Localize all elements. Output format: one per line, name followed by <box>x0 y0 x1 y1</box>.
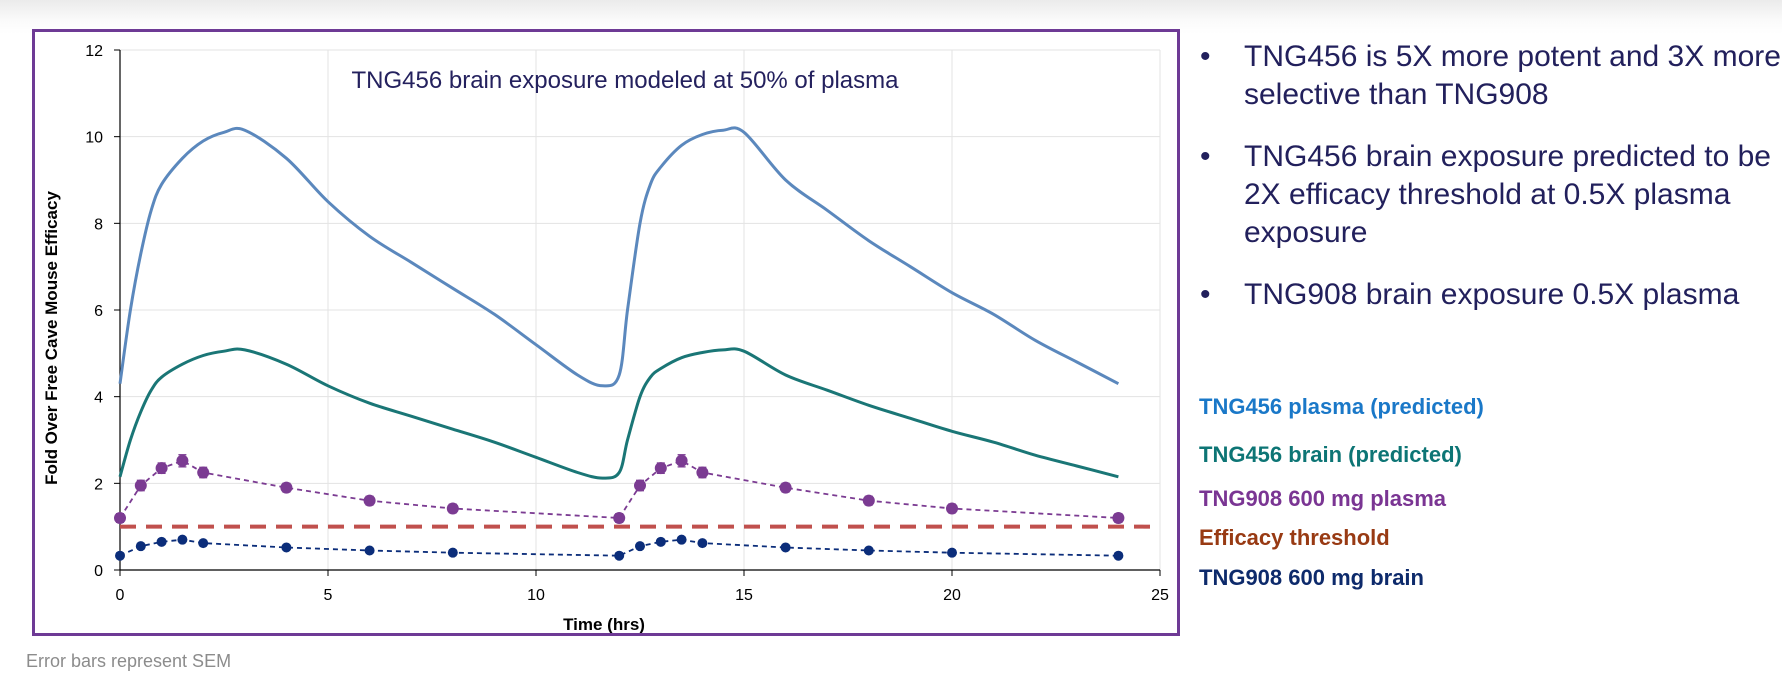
data-point <box>114 512 126 524</box>
series-line-tng908-600-mg-brain <box>119 538 1119 557</box>
series-line-tng456-plasma-predicted <box>118 126 1120 388</box>
chart: 0 2 4 6 8 10 12 0 5 10 15 20 25 TNG456 brain exposur… <box>42 43 1169 633</box>
data-point <box>134 479 147 492</box>
data-point <box>655 536 666 547</box>
bullet-item: • TNG456 is 5X more potent and 3X more se… <box>1196 38 1782 114</box>
bullet-text: TNG908 brain exposure 0.5X plasma <box>1244 278 1740 311</box>
series-tng456-brain-predicted <box>118 347 1119 480</box>
data-point <box>696 466 709 479</box>
data-point <box>280 481 293 494</box>
data-point <box>863 545 874 556</box>
x-tick-label: 25 <box>1151 587 1169 604</box>
data-point <box>447 547 458 558</box>
y-tick-label: 2 <box>94 476 103 493</box>
data-point <box>364 545 375 556</box>
x-tick-label: 20 <box>943 587 961 604</box>
data-point <box>363 494 376 507</box>
x-tick-label: 10 <box>527 587 545 604</box>
series <box>114 126 1160 561</box>
x-tick-label: 5 <box>324 587 333 604</box>
data-point <box>1113 550 1124 561</box>
data-point <box>135 541 146 552</box>
data-point <box>115 550 125 561</box>
x-tick-label: 15 <box>735 587 753 604</box>
data-point <box>946 502 958 515</box>
y-tick-label: 12 <box>85 43 103 60</box>
chart-frame: 0 2 4 6 8 10 12 0 5 10 15 20 25 TNG456 brain exposur… <box>32 29 1180 636</box>
data-point <box>654 462 667 475</box>
data-point <box>862 494 875 507</box>
bullet-list: • TNG456 is 5X more potent and 3X more se… <box>1196 38 1782 338</box>
y-tick-label: 10 <box>85 130 103 147</box>
y-tick-label: 8 <box>94 216 103 233</box>
bullet-dot: • <box>1200 278 1211 311</box>
data-point <box>446 502 459 515</box>
footnote: Error bars represent SEM <box>26 651 232 671</box>
data-point <box>281 542 292 553</box>
data-point <box>177 534 188 545</box>
data-point <box>697 538 708 549</box>
bullet-item: • TNG456 brain exposure predicted to be 2… <box>1196 138 1782 252</box>
bullet-item: • TNG908 brain exposure 0.5X plasma <box>1196 276 1782 314</box>
data-point <box>676 534 687 545</box>
chart-title: TNG456 brain exposure modeled at 50% of … <box>352 67 900 94</box>
legend-item-tng908-plasma: TNG908 600 mg plasma <box>1199 486 1447 511</box>
bullet-dot: • <box>1200 40 1211 73</box>
x-axis-label: Time (hrs) <box>563 615 645 633</box>
data-point <box>634 479 646 492</box>
data-point <box>779 481 792 494</box>
y-tick-label: 0 <box>94 563 103 580</box>
bullet-text: TNG456 is 5X more potent and 3X more sel… <box>1244 40 1781 111</box>
data-point <box>635 541 645 552</box>
x-tick-label: 0 <box>116 587 125 604</box>
data-point <box>156 536 167 547</box>
y-tick-label: 6 <box>94 303 103 320</box>
axes <box>114 49 1161 576</box>
series-tng456-plasma-predicted <box>118 126 1120 388</box>
data-point <box>176 454 189 467</box>
legend-item-efficacy-threshold: Efficacy threshold <box>1199 525 1390 550</box>
data-point <box>1112 512 1125 524</box>
tick-labels: 0 2 4 6 8 10 12 0 5 10 15 20 25 <box>85 43 1169 604</box>
y-axis-label: Fold Over Free Cave Mouse Efficacy <box>42 191 61 485</box>
data-point <box>947 547 957 558</box>
bullet-dot: • <box>1200 140 1211 173</box>
series-line-tng456-brain-predicted <box>118 347 1119 480</box>
data-point <box>614 550 625 561</box>
bullet-text: TNG456 brain exposure predicted to be 2X… <box>1244 140 1771 249</box>
data-point <box>780 542 791 553</box>
legend-item-tng456-plasma: TNG456 plasma (predicted) <box>1199 394 1484 419</box>
series-tng908-600-mg-plasma <box>114 454 1125 524</box>
data-point <box>613 512 626 524</box>
legend-item-tng908-brain: TNG908 600 mg brain <box>1199 565 1424 590</box>
data-point <box>198 538 209 549</box>
data-point <box>675 454 688 467</box>
legend-item-tng456-brain: TNG456 brain (predicted) <box>1199 442 1462 467</box>
data-point <box>197 466 210 479</box>
series-tng908-600-mg-brain <box>115 534 1124 561</box>
data-point <box>155 462 168 475</box>
y-tick-label: 4 <box>94 390 103 407</box>
gridlines <box>120 49 1161 570</box>
